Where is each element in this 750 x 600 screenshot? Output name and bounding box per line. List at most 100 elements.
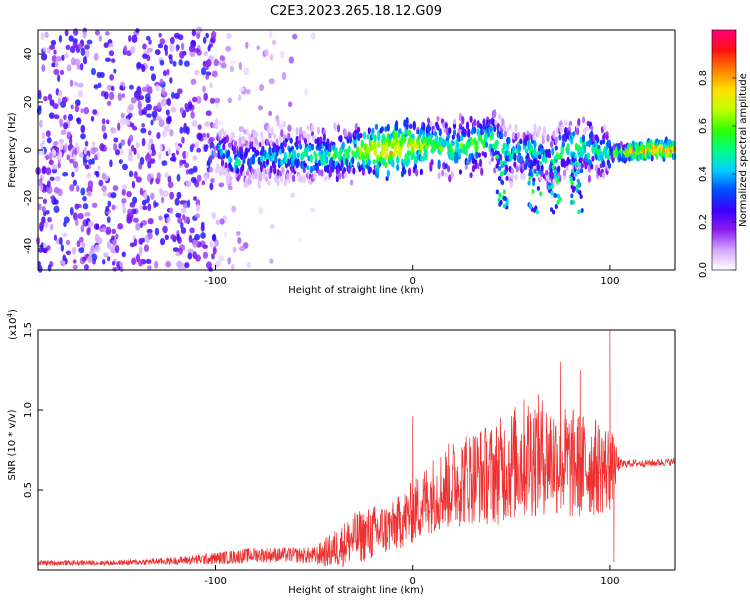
noise-cell — [101, 226, 107, 233]
ridge-cell — [517, 144, 522, 152]
noise-cell — [46, 137, 52, 144]
snr-line — [37, 329, 676, 568]
noise-cell — [54, 175, 61, 182]
noise-cell — [218, 120, 225, 127]
noise-cell — [188, 45, 196, 53]
ridge-cell — [560, 124, 564, 132]
ridge-cell — [307, 155, 311, 162]
noise-cell — [227, 185, 233, 191]
ridge-cell — [120, 148, 124, 156]
ridge-cell — [628, 156, 632, 162]
ridge-cell — [235, 156, 239, 164]
ridge-cell — [572, 131, 576, 136]
ridge-cell — [212, 150, 216, 157]
ridge-cell — [287, 177, 291, 184]
ridge-cell — [533, 140, 537, 149]
streak-cell — [553, 169, 557, 174]
noise-cell — [268, 78, 275, 85]
ridge-cell — [360, 139, 364, 147]
ridge-cell — [516, 131, 521, 139]
noise-cell — [182, 150, 187, 159]
noise-cell — [179, 50, 185, 59]
ridge-cell — [482, 121, 486, 130]
noise-cell — [91, 202, 98, 208]
ridge-cell — [258, 171, 263, 178]
noise-cell — [70, 104, 74, 110]
noise-cell — [50, 39, 57, 46]
ridge-cell — [523, 139, 528, 146]
ridge-cell — [262, 171, 266, 180]
noise-cell — [138, 95, 145, 101]
noise-cell — [135, 253, 141, 263]
ridge-cell — [617, 143, 621, 152]
noise-cell — [227, 257, 231, 265]
ridge-cell — [39, 142, 44, 149]
ridge-cell — [386, 123, 390, 132]
ridge-cell — [532, 133, 536, 141]
noise-cell — [48, 112, 55, 119]
ridge-cell — [494, 119, 498, 126]
noise-cell — [66, 64, 72, 72]
noise-cell — [208, 167, 214, 173]
noise-cell — [180, 221, 184, 230]
noise-cell — [155, 84, 160, 92]
ridge-cell — [231, 131, 235, 141]
ridge-cell — [371, 132, 375, 140]
noise-cell — [57, 97, 62, 106]
noise-cell — [47, 216, 52, 223]
noise-cell — [60, 129, 67, 135]
noise-cell — [49, 176, 55, 182]
noise-cell — [63, 122, 68, 130]
ridge-cell — [521, 163, 525, 170]
ridge-cell — [52, 149, 57, 156]
streak-cell — [547, 153, 552, 159]
ridge-cell — [409, 123, 413, 130]
noise-cell — [131, 34, 138, 44]
noise-cell — [200, 67, 207, 76]
ridge-cell — [659, 139, 664, 145]
ridge-cell — [295, 126, 299, 136]
noise-cell — [93, 84, 99, 89]
ridge-cell — [256, 150, 260, 156]
noise-cell — [162, 70, 167, 77]
streak-cell — [551, 164, 555, 170]
noise-cell — [187, 182, 192, 187]
noise-cell — [160, 238, 166, 246]
ridge-cell — [586, 120, 590, 127]
noise-cell — [237, 94, 242, 101]
noise-cell — [40, 53, 48, 61]
noise-cell — [133, 238, 138, 247]
streak-cell — [527, 180, 531, 186]
streak-cell — [550, 190, 554, 196]
ridge-cell — [391, 159, 395, 168]
ridge-cell — [260, 131, 264, 139]
noise-cell — [147, 203, 152, 212]
noise-cell — [115, 233, 119, 240]
noise-cell — [139, 187, 144, 196]
noise-cell — [156, 102, 162, 110]
noise-cell — [64, 29, 69, 37]
ridge-cell — [347, 145, 351, 153]
ridge-cell — [460, 134, 464, 142]
ridge-cell — [404, 153, 408, 161]
ridge-cell — [333, 122, 337, 131]
noise-cell — [170, 91, 175, 99]
ridge-cell — [558, 134, 562, 141]
noise-cell — [80, 47, 86, 56]
noise-cell — [53, 199, 59, 205]
ridge-cell — [525, 148, 529, 155]
ridge-cell — [473, 118, 477, 127]
ridge-cell — [405, 117, 409, 126]
noise-cell — [117, 223, 124, 230]
streak-cell — [552, 159, 556, 164]
ridge-cell — [385, 143, 389, 152]
ridge-cell — [273, 133, 277, 140]
streak-cell — [550, 184, 554, 190]
noise-cell — [257, 105, 263, 111]
noise-cell — [77, 82, 84, 88]
noise-cell — [64, 142, 68, 152]
noise-cell — [146, 173, 152, 183]
ridge-cell — [349, 179, 354, 186]
streak-cell — [557, 154, 561, 160]
colorbar: 0.0 0.2 0.4 0.6 0.8 Normalized spectral ampl… — [698, 29, 749, 278]
